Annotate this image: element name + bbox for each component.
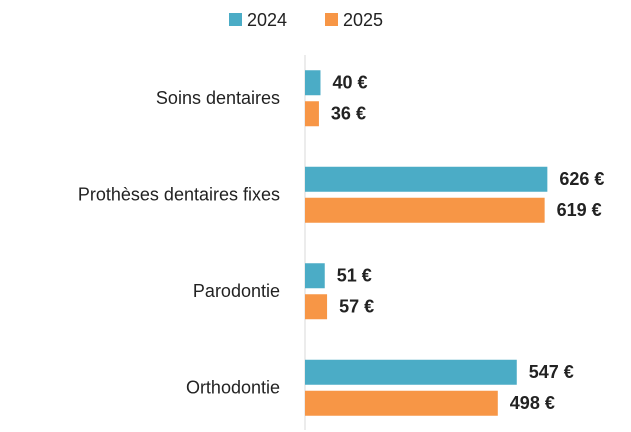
bar (305, 359, 517, 385)
legend-swatch (229, 13, 242, 26)
value-label: 36 € (331, 104, 366, 124)
value-label: 57 € (339, 297, 374, 317)
value-label: 626 € (559, 169, 604, 189)
y-tick-label: Parodontie (193, 281, 280, 301)
y-tick-label: Orthodontie (186, 378, 280, 398)
bar (305, 70, 321, 96)
bar (305, 197, 545, 223)
value-label: 51 € (337, 266, 372, 286)
bar (305, 294, 328, 320)
legend-swatch (325, 13, 338, 26)
bar (305, 263, 325, 289)
y-tick-label: Soins dentaires (156, 88, 280, 108)
value-label: 40 € (332, 73, 367, 93)
value-label: 498 € (510, 393, 555, 413)
y-tick-label: Prothèses dentaires fixes (78, 185, 280, 205)
bar (305, 166, 548, 192)
legend-label: 2025 (343, 10, 383, 30)
bar (305, 390, 498, 416)
bar (305, 101, 319, 127)
legend-label: 2024 (247, 10, 287, 30)
value-label: 619 € (557, 200, 602, 220)
value-label: 547 € (529, 362, 574, 382)
